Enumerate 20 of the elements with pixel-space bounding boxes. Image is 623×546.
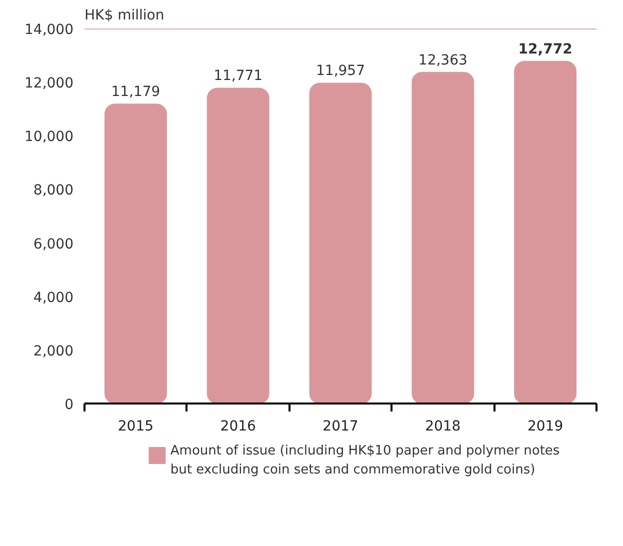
y-axis-title: HK$ million (84, 8, 164, 24)
y-tick-label: 12,000 (24, 76, 74, 92)
x-tick-label: 2016 (220, 418, 256, 434)
y-tick-label: 8,000 (33, 182, 74, 199)
x-tick-label: 2017 (322, 418, 358, 434)
data-label: 11,179 (111, 84, 160, 100)
x-tick-label: 2018 (425, 418, 461, 434)
data-label: 12,363 (418, 52, 468, 68)
y-tick-label: 10,000 (24, 129, 74, 146)
y-tick-label: 6,000 (33, 236, 74, 252)
x-tick-label: 2015 (118, 418, 154, 434)
data-label: 12,772 (518, 41, 572, 58)
data-label: 11,957 (316, 63, 366, 80)
y-tick-label: 0 (64, 397, 74, 413)
y-tick-label: 14,000 (24, 22, 74, 38)
data-label: 11,771 (214, 68, 263, 84)
x-tick-label: 2019 (527, 418, 564, 434)
y-tick-label: 4,000 (33, 290, 74, 306)
y-tick-label: 2,000 (33, 343, 74, 360)
legend-label: Amount of issue (including HK$10 paper and polymer notes but excluding coin sets and commemorative gold coins) (170, 444, 560, 478)
